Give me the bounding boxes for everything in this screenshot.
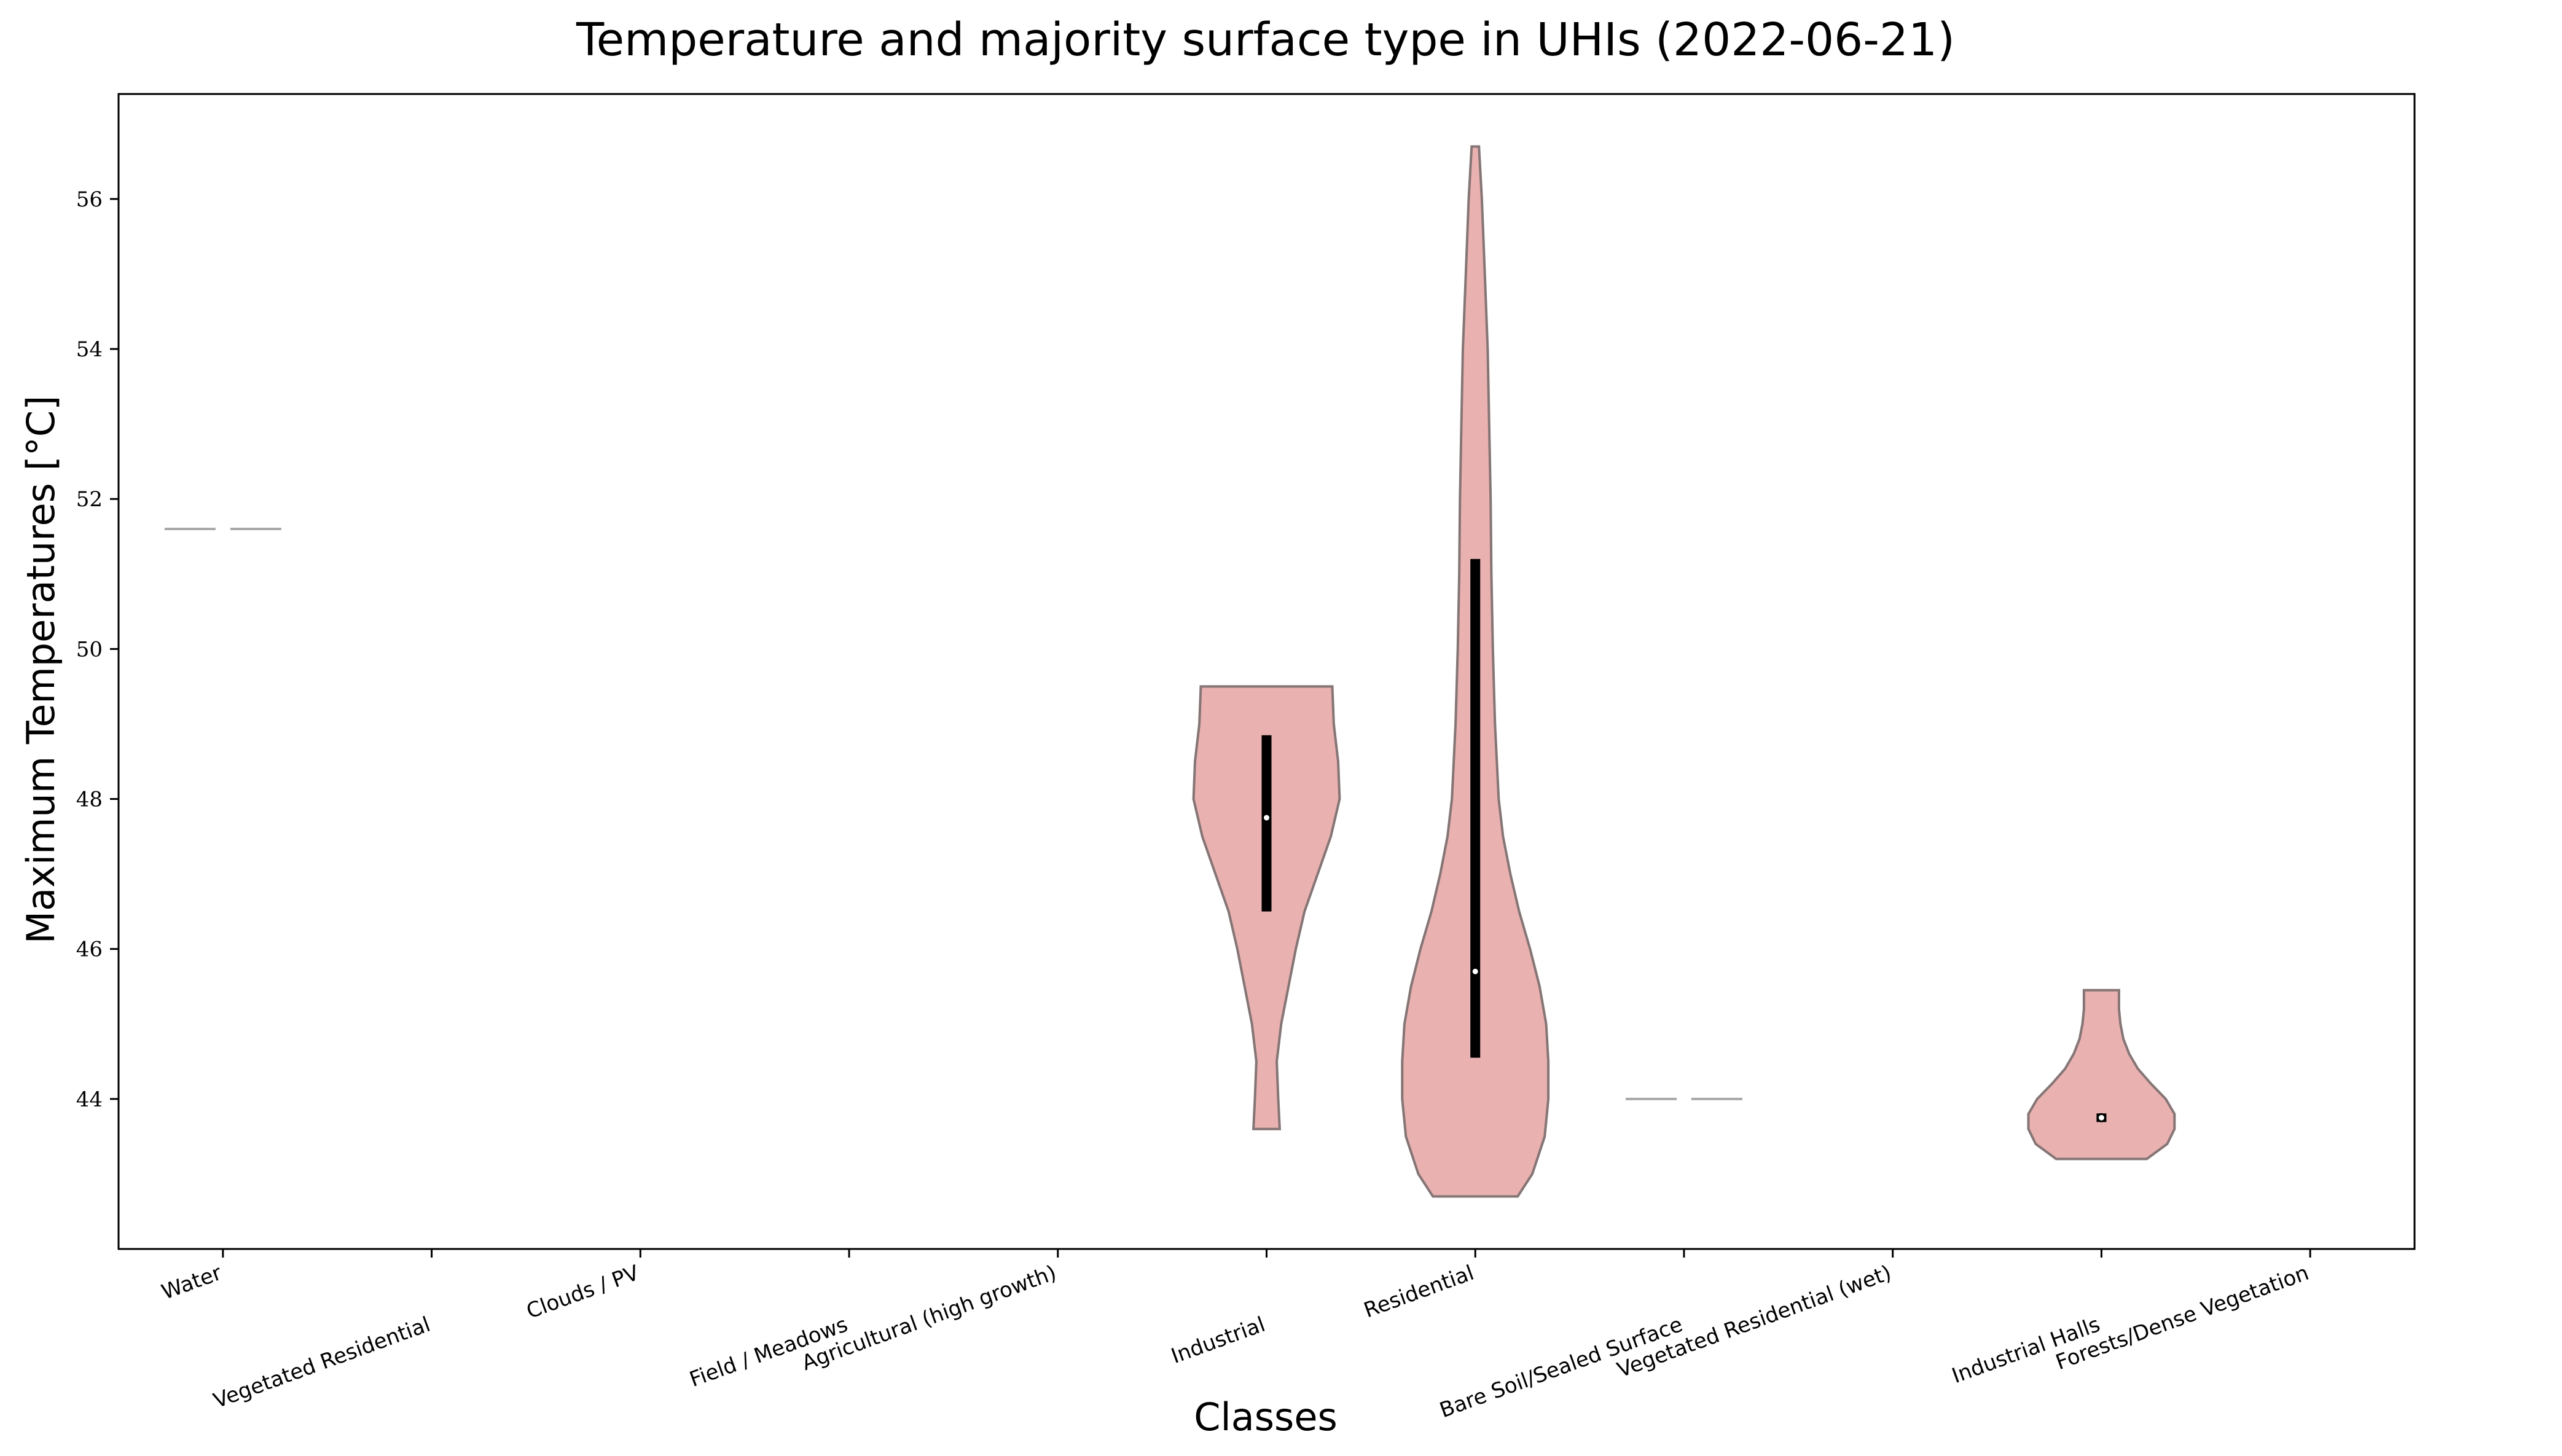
y-tick-label: 50 [76, 637, 103, 662]
y-tick-label: 44 [76, 1087, 103, 1112]
violin-iqr-bar [1470, 558, 1481, 1058]
violin-median-marker [2096, 1113, 2106, 1122]
y-tick-label: 52 [76, 487, 103, 512]
y-axis-label: Maximum Temperatures [°C] [18, 396, 63, 944]
violin-median-marker [1470, 966, 1480, 976]
violins [164, 145, 2176, 1198]
y-axis: 44 46 48 50 52 54 56 [76, 187, 119, 1112]
violin-median-marker [1262, 813, 1271, 823]
y-tick-label: 46 [76, 937, 103, 962]
x-tick-label: Residential [1361, 1261, 1478, 1323]
x-tick-label: Industrial [1168, 1312, 1269, 1369]
x-tick-label: Water [159, 1261, 225, 1305]
y-tick-label: 54 [76, 337, 103, 362]
x-tick-label: Vegetated Residential [210, 1312, 433, 1414]
x-tick-label: Clouds / PV [523, 1261, 643, 1324]
violin-body [2027, 988, 2176, 1160]
y-tick-label: 48 [76, 788, 103, 812]
chart-title: Temperature and majority surface type in… [576, 14, 1955, 66]
y-tick-label: 56 [76, 187, 103, 212]
x-axis-label: Classes [1194, 1395, 1338, 1439]
violin-iqr-bar [1261, 735, 1272, 912]
